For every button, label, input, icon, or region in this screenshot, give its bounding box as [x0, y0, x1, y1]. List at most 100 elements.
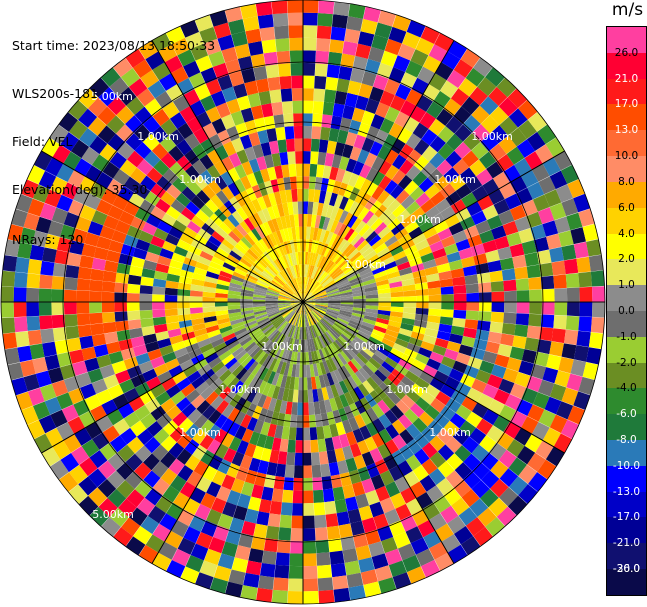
- velocity-bin: [264, 409, 274, 424]
- velocity-bin: [157, 337, 172, 349]
- velocity-bin: [205, 270, 220, 280]
- velocity-bin: [475, 262, 490, 275]
- velocity-bin: [253, 289, 267, 295]
- velocity-bin: [199, 343, 214, 354]
- velocity-bin: [116, 262, 131, 275]
- velocity-bin: [278, 63, 291, 77]
- velocity-bin: [107, 205, 124, 221]
- velocity-bin: [362, 210, 375, 224]
- velocity-bin: [7, 224, 24, 242]
- velocity-bin: [374, 458, 389, 475]
- velocity-bin: [437, 444, 455, 461]
- velocity-bin: [177, 313, 192, 322]
- velocity-bin: [114, 282, 128, 293]
- velocity-bin: [450, 267, 465, 279]
- velocity-bin: [340, 535, 356, 551]
- velocity-bin: [516, 445, 536, 465]
- velocity-bin: [162, 351, 177, 364]
- velocity-bin: [253, 307, 267, 313]
- velocity-bin: [321, 203, 329, 217]
- velocity-bin: [354, 370, 367, 384]
- velocity-bin: [374, 321, 389, 330]
- velocity-bin: [244, 251, 257, 263]
- velocity-bin: [93, 344, 109, 358]
- velocity-bin: [303, 302, 315, 307]
- velocity-bin: [390, 184, 404, 200]
- velocity-bin: [290, 299, 303, 302]
- velocity-bin: [342, 262, 354, 273]
- velocity-bin: [240, 481, 255, 497]
- velocity-bin: [81, 439, 100, 458]
- velocity-bin: [323, 259, 333, 272]
- velocity-bin: [299, 276, 302, 290]
- velocity-bin: [169, 259, 184, 270]
- velocity-bin: [202, 306, 216, 313]
- velocity-bin: [328, 233, 338, 246]
- velocity-bin: [89, 450, 108, 469]
- velocity-bin: [449, 412, 466, 429]
- velocity-bin: [445, 470, 463, 488]
- velocity-bin: [453, 309, 467, 319]
- velocity-bin: [379, 470, 395, 486]
- velocity-bin: [338, 433, 350, 448]
- velocity-bin: [573, 345, 589, 362]
- velocity-bin: [405, 200, 421, 215]
- velocity-bin: [142, 259, 158, 271]
- velocity-bin: [446, 251, 461, 263]
- velocity-bin: [310, 338, 317, 352]
- velocity-bin: [202, 347, 216, 359]
- velocity-bin: [191, 215, 206, 229]
- velocity-bin: [421, 458, 438, 475]
- velocity-bin: [545, 137, 565, 158]
- velocity-bin: [579, 286, 593, 302]
- velocity-bin: [89, 135, 108, 155]
- velocity-bin: [514, 324, 529, 338]
- velocity-bin: [266, 292, 279, 297]
- velocity-bin: [310, 376, 317, 390]
- velocity-bin: [224, 234, 238, 247]
- velocity-bin: [279, 271, 289, 283]
- velocity-bin: [490, 225, 507, 240]
- velocity-bin: [384, 78, 401, 95]
- velocity-bin: [358, 505, 373, 521]
- velocity-bin: [422, 334, 437, 345]
- velocity-bin: [310, 151, 319, 165]
- velocity-bin: [303, 327, 305, 340]
- velocity-bin: [239, 134, 253, 150]
- velocity-bin: [303, 289, 306, 302]
- velocity-bin: [307, 201, 314, 215]
- velocity-bin: [316, 38, 331, 52]
- velocity-bin: [303, 302, 316, 306]
- velocity-bin: [265, 302, 278, 304]
- velocity-bin: [232, 271, 246, 280]
- velocity-bin: [420, 252, 435, 263]
- velocity-bin: [377, 309, 391, 316]
- colorbar-tick-label: 8.0: [618, 175, 635, 188]
- colorbar-tick-label: 6.0: [618, 201, 635, 214]
- velocity-bin: [392, 572, 412, 590]
- velocity-bin: [279, 306, 292, 313]
- velocity-bin: [165, 205, 181, 220]
- start-time-text: Start time: 2023/08/13 18:50:33: [12, 38, 216, 53]
- velocity-bin: [504, 302, 517, 313]
- velocity-bin: [299, 314, 302, 328]
- velocity-bin: [288, 427, 297, 441]
- velocity-bin: [101, 517, 121, 537]
- velocity-bin: [172, 371, 187, 385]
- velocity-bin: [303, 440, 311, 453]
- velocity-bin: [465, 517, 486, 536]
- velocity-bin: [551, 328, 566, 344]
- colorbar-tick-label: -4.0: [616, 382, 637, 395]
- velocity-bin: [428, 308, 442, 317]
- velocity-bin: [303, 415, 310, 428]
- velocity-bin: [153, 159, 170, 176]
- velocity-bin: [440, 235, 456, 248]
- velocity-bin: [479, 151, 497, 169]
- velocity-bin: [357, 264, 371, 274]
- velocity-bin: [138, 40, 159, 60]
- velocity-bin: [226, 463, 240, 479]
- velocity-bin: [359, 243, 372, 255]
- velocity-bin: [404, 220, 420, 234]
- velocity-bin: [342, 212, 354, 226]
- velocity-bin: [412, 122, 429, 139]
